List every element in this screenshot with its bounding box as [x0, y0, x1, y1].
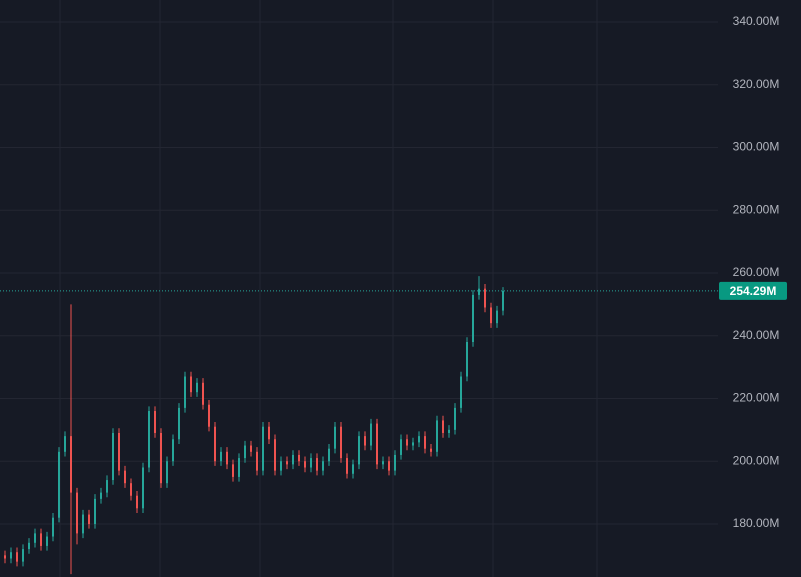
candle-body — [454, 407, 456, 430]
candle-body — [412, 442, 414, 446]
candle-body — [328, 448, 330, 462]
candle-body — [490, 307, 492, 324]
last-price-label: 254.29M — [730, 284, 777, 298]
candle-body — [64, 436, 66, 452]
y-tick-label: 220.00M — [733, 391, 780, 405]
candle-body — [298, 454, 300, 462]
candle-body — [256, 451, 258, 471]
candle-body — [118, 432, 120, 471]
candle-body — [250, 445, 252, 452]
candle-body — [172, 439, 174, 462]
candle-body — [334, 426, 336, 449]
candle-body — [88, 514, 90, 524]
candle-body — [496, 310, 498, 324]
candle-body — [406, 439, 408, 446]
candle-body — [76, 492, 78, 534]
candle-body — [178, 407, 180, 440]
candle-body — [160, 432, 162, 484]
candle-body — [106, 480, 108, 493]
candle-body — [148, 411, 150, 468]
y-tick-label: 180.00M — [733, 516, 780, 530]
candle-body — [442, 420, 444, 433]
candle-body — [340, 426, 342, 459]
candle-body — [208, 404, 210, 427]
candle-body — [274, 439, 276, 471]
candle-body — [478, 288, 480, 295]
candle-body — [502, 290, 504, 311]
candle-body — [310, 458, 312, 468]
candle-body — [424, 436, 426, 449]
candle-body — [196, 382, 198, 393]
candle-body — [484, 288, 486, 308]
candle-body — [58, 451, 60, 518]
candle-body — [400, 439, 402, 455]
candle-body — [4, 555, 6, 559]
candle-body — [190, 376, 192, 393]
candle-body — [244, 445, 246, 459]
candle-body — [130, 483, 132, 496]
candle-body — [346, 458, 348, 474]
candle-body — [286, 461, 288, 465]
candle-body — [154, 411, 156, 433]
candle-body — [430, 448, 432, 452]
candle-body — [220, 451, 222, 462]
y-tick-label: 280.00M — [733, 202, 780, 216]
y-tick-label: 240.00M — [733, 328, 780, 342]
y-tick-label: 200.00M — [733, 453, 780, 467]
candle-body — [226, 451, 228, 465]
candle-body — [166, 461, 168, 484]
candle-body — [304, 461, 306, 468]
candle-body — [214, 426, 216, 462]
last-price-box — [719, 281, 787, 300]
candle-body — [448, 429, 450, 433]
candle-body — [232, 464, 234, 477]
candle-body — [472, 294, 474, 342]
candle-body — [262, 426, 264, 471]
candle-body — [112, 432, 114, 481]
candle-body — [418, 436, 420, 443]
candle-body — [22, 549, 24, 562]
y-tick-label: 260.00M — [733, 265, 780, 279]
candle-body — [136, 495, 138, 509]
candle-body — [358, 436, 360, 465]
candle-body — [34, 533, 36, 543]
candle-body — [382, 461, 384, 465]
candle-body — [280, 461, 282, 471]
candle-body — [82, 514, 84, 534]
candle-body — [52, 517, 54, 537]
candle-body — [436, 420, 438, 452]
candle-body — [70, 436, 72, 493]
candle-body — [322, 461, 324, 471]
y-tick-label: 320.00M — [733, 77, 780, 91]
candle-body — [460, 376, 462, 408]
candle-body — [142, 467, 144, 509]
candle-body — [16, 552, 18, 562]
candle-body — [352, 464, 354, 474]
candle-body — [394, 454, 396, 471]
candle-body — [316, 458, 318, 471]
candle-body — [124, 470, 126, 484]
candle-body — [376, 423, 378, 465]
candle-body — [370, 423, 372, 446]
candle-body — [364, 436, 366, 446]
candle-body — [388, 461, 390, 471]
candle-body — [28, 542, 30, 550]
candle-body — [10, 552, 12, 559]
candle-body — [268, 426, 270, 440]
candle-body — [100, 492, 102, 499]
candle-body — [292, 454, 294, 465]
y-tick-label: 300.00M — [733, 140, 780, 154]
candle-body — [94, 498, 96, 524]
candle-body — [46, 536, 48, 546]
candle-body — [238, 458, 240, 477]
candle-body — [184, 376, 186, 408]
candle-body — [466, 341, 468, 377]
y-tick-label: 340.00M — [733, 14, 780, 28]
candle-body — [202, 382, 204, 405]
candle-body — [40, 533, 42, 546]
